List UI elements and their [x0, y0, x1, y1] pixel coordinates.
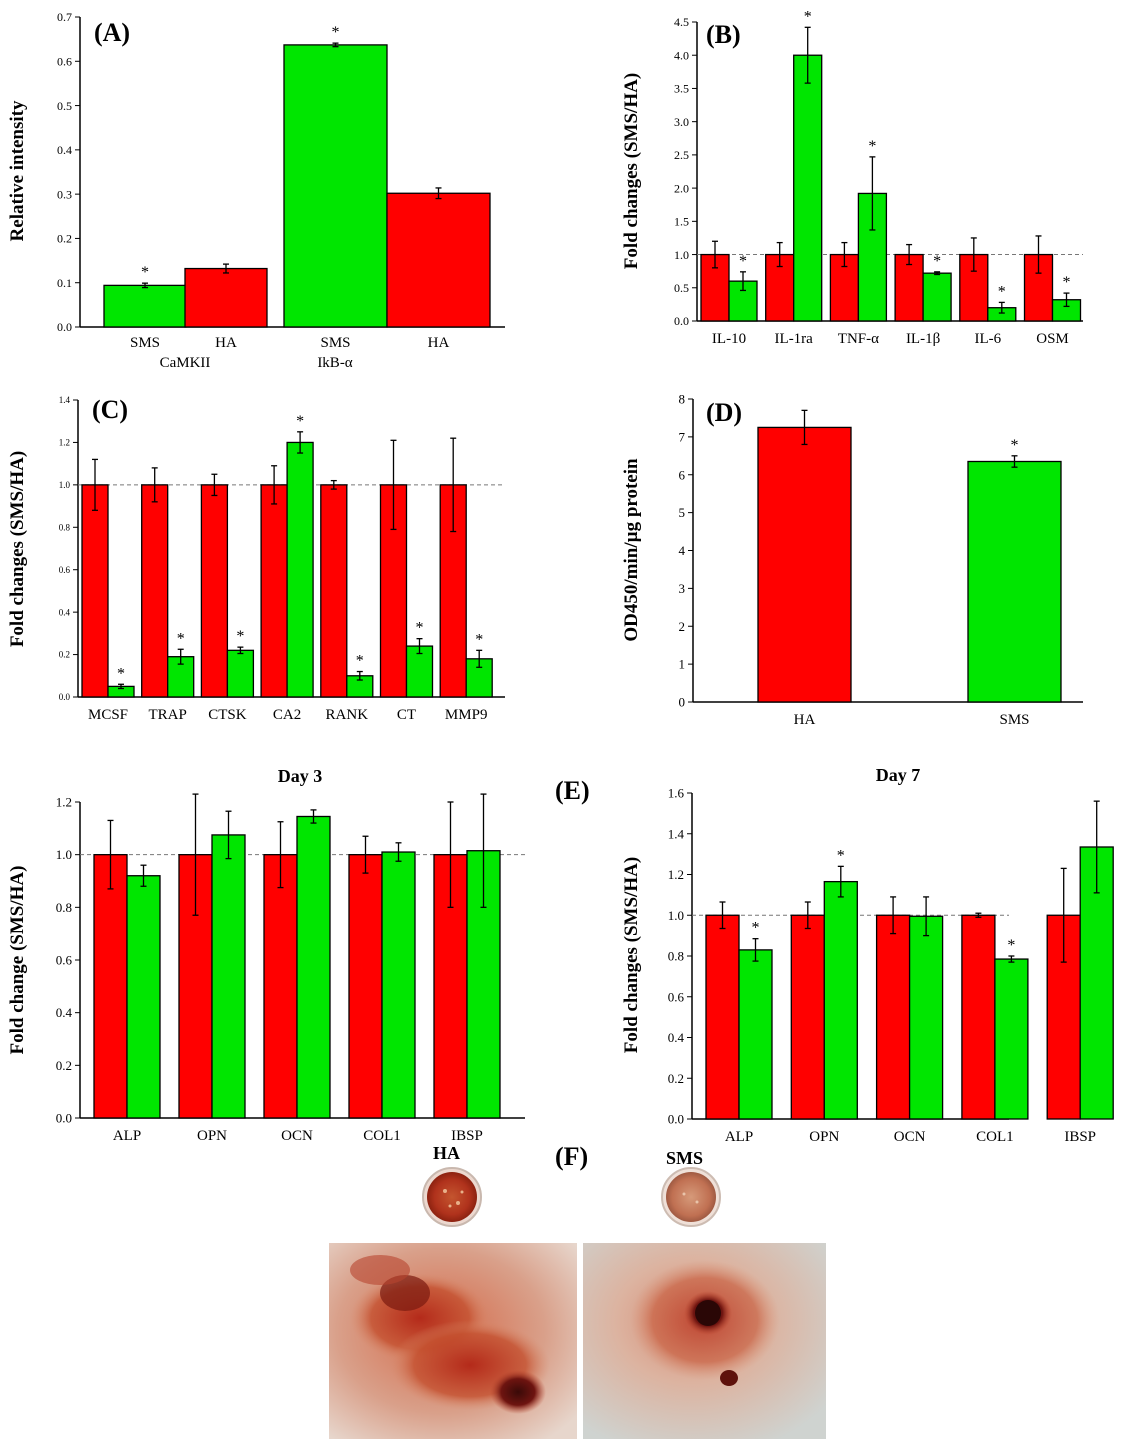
micrograph-ha — [329, 1243, 577, 1439]
dish-sms — [662, 1168, 720, 1226]
micrograph-sms — [583, 1243, 826, 1439]
dish-ha — [423, 1168, 481, 1226]
